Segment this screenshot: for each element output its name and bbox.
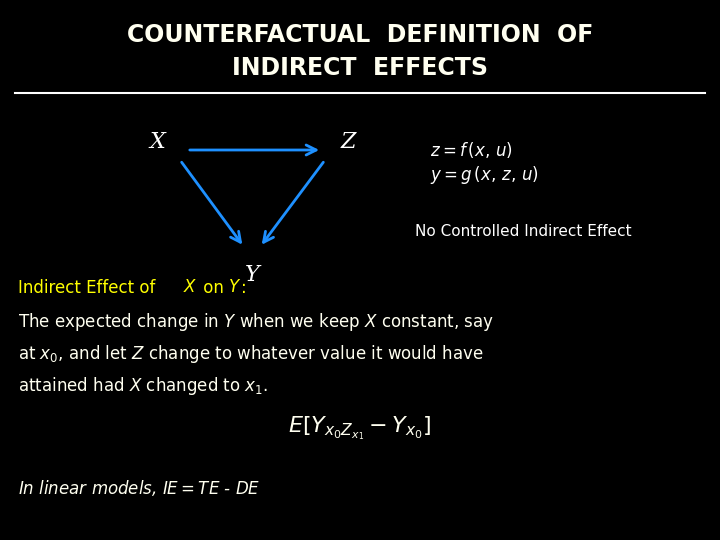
Text: $E[Y_{x_0 Z_{x_1}} - Y_{x_0}]$: $E[Y_{x_0 Z_{x_1}} - Y_{x_0}]$ (289, 414, 431, 442)
Text: $X$: $X$ (183, 280, 197, 296)
Text: The expected change in $Y$ when we keep $X$ constant, say: The expected change in $Y$ when we keep … (18, 311, 494, 333)
Text: Z: Z (341, 131, 356, 153)
Text: COUNTERFACTUAL  DEFINITION  OF: COUNTERFACTUAL DEFINITION OF (127, 23, 593, 47)
Text: Indirect Effect of: Indirect Effect of (18, 279, 161, 297)
Text: No Controlled Indirect Effect: No Controlled Indirect Effect (415, 225, 631, 240)
Text: $z = f\,(x,\, u)$: $z = f\,(x,\, u)$ (430, 140, 513, 160)
Text: attained had $X$ changed to $x_1$.: attained had $X$ changed to $x_1$. (18, 375, 268, 397)
Text: $y = g\,(x,\, z,\, u)$: $y = g\,(x,\, z,\, u)$ (430, 164, 539, 186)
Text: at $x_0$, and let $Z$ change to whatever value it would have: at $x_0$, and let $Z$ change to whatever… (18, 343, 484, 365)
Text: X: X (149, 131, 165, 153)
Text: INDIRECT  EFFECTS: INDIRECT EFFECTS (232, 56, 488, 80)
Text: In linear models, $IE = TE$ - $DE$: In linear models, $IE = TE$ - $DE$ (18, 478, 261, 498)
Text: Y: Y (245, 264, 259, 286)
Text: :: : (241, 279, 247, 297)
Text: $Y$: $Y$ (228, 280, 241, 296)
Text: on: on (198, 279, 229, 297)
